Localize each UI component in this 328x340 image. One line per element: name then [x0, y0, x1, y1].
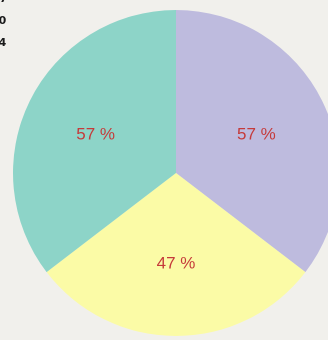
- pie-labels: 57 % 47 % 57 %: [76, 124, 276, 272]
- legend-entry: 57: [0, 0, 7, 10]
- legend-entry: 60: [0, 14, 7, 27]
- pie-slices: [13, 10, 328, 336]
- pie-slice: [13, 10, 177, 273]
- pie-slice: [176, 10, 328, 273]
- pie-slice: [46, 173, 306, 336]
- slice-label: 57 %: [76, 124, 115, 143]
- legend-entry: 54: [0, 36, 7, 49]
- slice-label: 57 %: [237, 124, 276, 143]
- slice-label: 47 %: [157, 254, 196, 273]
